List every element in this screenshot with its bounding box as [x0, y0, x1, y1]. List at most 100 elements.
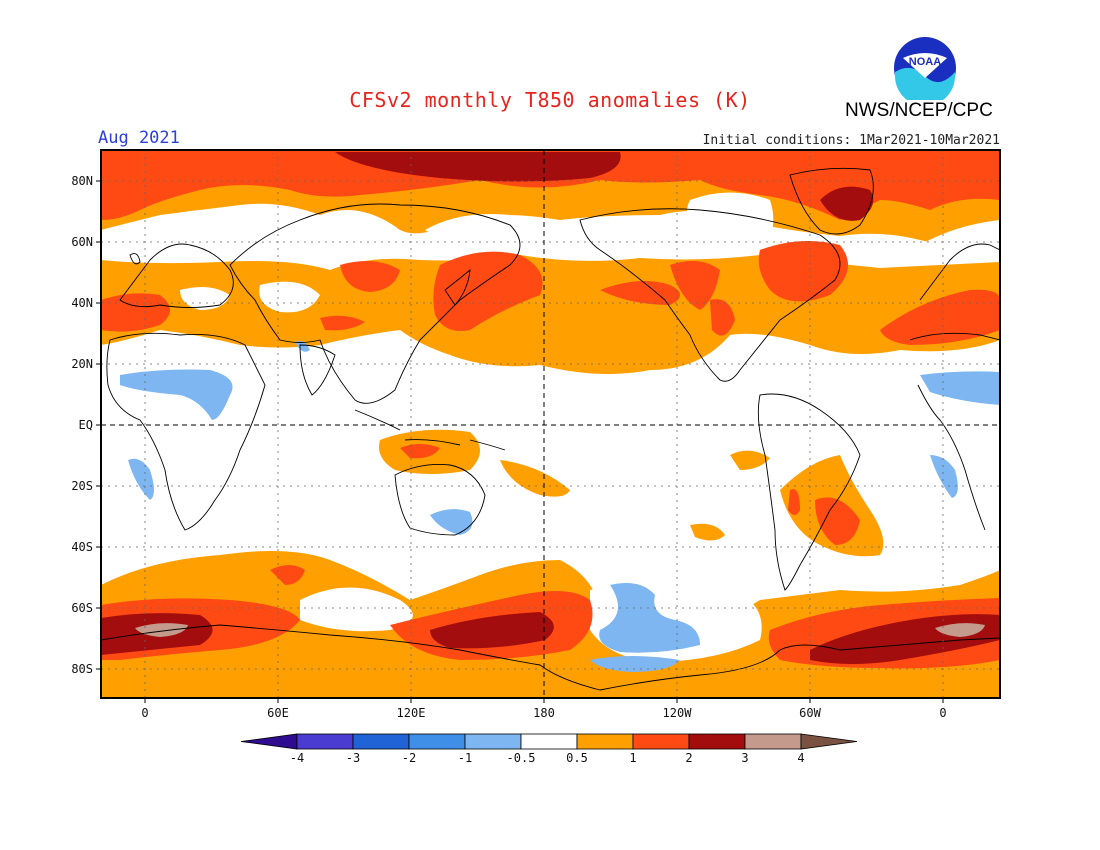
anomaly-region: [400, 444, 440, 459]
noaa-logo: NOAA: [894, 37, 956, 100]
lon-label: 120E: [396, 706, 426, 720]
anomaly-region: [335, 152, 621, 182]
south-america-outline: [757, 393, 861, 591]
greenland-outline: [789, 167, 874, 235]
colorbar-label: 2: [685, 751, 693, 765]
colorbar-label: -1: [457, 751, 473, 765]
lon-label: 0: [939, 706, 947, 720]
anomaly-region: [820, 186, 874, 221]
colorbar-label: -3: [345, 751, 361, 765]
colorbar-swatch: [464, 733, 522, 750]
anomaly-region: [880, 289, 1000, 345]
lat-label: 20N: [71, 357, 93, 371]
lat-label: 40N: [71, 296, 93, 310]
anomaly-region: [599, 582, 700, 653]
colorbar-label: 1: [629, 751, 637, 765]
lon-label: 0: [141, 706, 149, 720]
lat-grid: [101, 180, 1000, 670]
anomaly-region: [930, 455, 958, 498]
north-america-outline: [579, 208, 841, 382]
anomaly-region: [686, 192, 774, 257]
anomaly-region: [690, 523, 725, 541]
anomaly-region: [758, 241, 848, 302]
antarctica-outline: [101, 624, 1000, 691]
colorbar-max-triangle: [800, 733, 858, 750]
anomaly-region: [101, 660, 560, 698]
anomaly-region: [430, 612, 554, 649]
anomaly-region: [600, 281, 680, 305]
map-frame: [100, 149, 1001, 699]
europe-outline: [119, 243, 234, 308]
anomaly-region: [128, 458, 154, 500]
anomaly-region: [180, 286, 230, 310]
colorbar-swatch: [408, 733, 466, 750]
colorbar-label: -0.5: [506, 751, 536, 765]
anomaly-region: [120, 210, 288, 260]
anomaly-region: [259, 281, 320, 313]
colorbar-swatch: [632, 733, 690, 750]
lon-label: 120W: [662, 706, 692, 720]
colorbar-label: 0.5: [566, 751, 588, 765]
anomaly-region: [430, 509, 473, 535]
anomaly-region: [920, 220, 1000, 272]
africa-outline-right: [909, 332, 1000, 531]
anomaly-region: [425, 214, 518, 251]
colorbar-min-triangle: [240, 733, 298, 750]
colorbar-swatch: [688, 733, 746, 750]
lat-label: 20S: [71, 479, 93, 493]
anomaly-region: [270, 565, 305, 585]
australia-outline: [394, 464, 486, 536]
anomaly-region: [920, 371, 1000, 405]
colorbar-label: -4: [289, 751, 305, 765]
colorbar-label: 4: [797, 751, 805, 765]
noaa-logo-text: NOAA: [909, 56, 941, 68]
colorbar-swatch: [296, 733, 354, 750]
colorbar-swatch: [520, 733, 578, 750]
anomaly-region: [815, 497, 860, 545]
colorbar-label: 3: [741, 751, 749, 765]
anomaly-region: [340, 261, 400, 292]
anomaly-region: [935, 623, 985, 637]
anomaly-region: [788, 489, 800, 515]
anomaly-region: [710, 299, 735, 336]
anomaly-region: [545, 220, 692, 267]
colorbar-swatch: [744, 733, 802, 750]
africa-outline: [106, 332, 266, 531]
anomaly-region: [135, 623, 188, 637]
lon-label: 180: [533, 706, 555, 720]
anomaly-region: [670, 261, 720, 310]
india-outline: [299, 344, 336, 396]
europe-outline-right: [919, 243, 1000, 301]
lon-label: 60E: [267, 706, 289, 720]
lon-label: 60W: [799, 706, 821, 720]
lon-grid: [144, 150, 944, 698]
anomaly-region: [101, 150, 1000, 220]
uk-outline: [129, 253, 141, 265]
agency-label: NWS/NCEP/CPC: [845, 100, 993, 121]
anomaly-region: [590, 656, 680, 672]
lat-label: 60S: [71, 601, 93, 615]
colorbar-swatch: [352, 733, 410, 750]
initial-conditions: Initial conditions: 1Mar2021-10Mar2021: [702, 133, 1000, 148]
anomaly-region: [295, 341, 310, 352]
anomaly-region: [730, 450, 770, 470]
forecast-month: Aug 2021: [98, 128, 180, 148]
anomaly-region: [320, 315, 365, 331]
lat-label: 80N: [71, 174, 93, 188]
colorbar-swatch: [576, 733, 634, 750]
lat-label: 40S: [71, 540, 93, 554]
lat-label: EQ: [78, 418, 93, 432]
indonesia-outline: [354, 409, 506, 451]
map-title: CFSv2 monthly T850 anomalies (K): [349, 88, 751, 112]
japan-outline: [444, 268, 471, 306]
lat-label: 60N: [71, 235, 93, 249]
axis-ticks: [96, 180, 944, 703]
anomaly-region: [101, 293, 170, 332]
lat-label: 80S: [71, 662, 93, 676]
anomaly-region: [433, 251, 543, 331]
anomaly-region: [300, 587, 413, 632]
anomaly-region: [120, 369, 233, 420]
anomaly-region: [500, 460, 570, 497]
